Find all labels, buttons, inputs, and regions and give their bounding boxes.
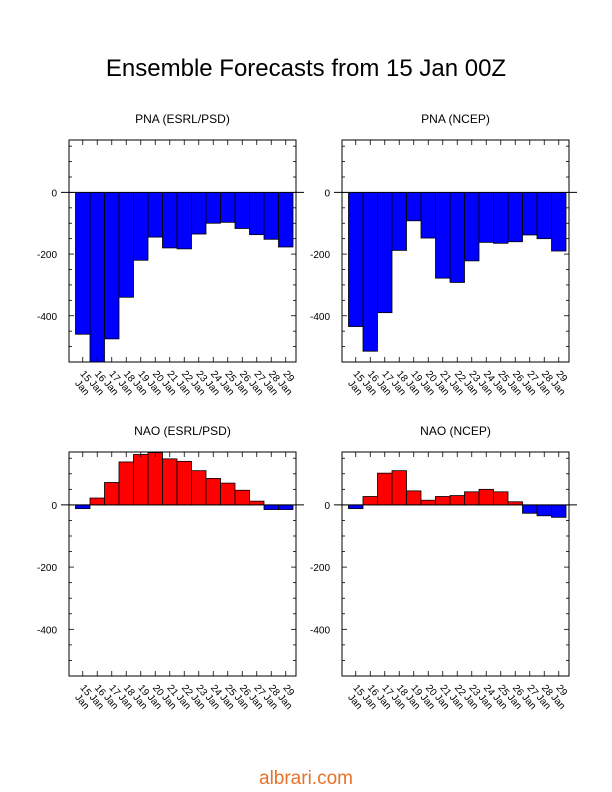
bar <box>362 192 378 352</box>
bar <box>104 192 120 340</box>
bar <box>118 461 134 506</box>
bar <box>263 504 279 510</box>
bar <box>493 192 509 244</box>
chart-panel-2: PNA (NCEP)0-200-40015Jan16Jan17Jan18Jan1… <box>310 112 577 398</box>
bar <box>191 192 207 235</box>
bar <box>391 470 407 506</box>
panel-title: PNA (NCEP) <box>421 112 490 126</box>
bar <box>377 192 393 314</box>
y-tick-label: -200 <box>37 250 57 261</box>
y-tick-label: -400 <box>37 625 57 636</box>
y-tick-label: -400 <box>310 625 330 636</box>
y-tick-label: -200 <box>310 250 330 261</box>
bar <box>278 192 294 248</box>
plot-frame <box>68 451 297 677</box>
panel-title: PNA (ESRL/PSD) <box>135 112 230 126</box>
plot-frame <box>341 139 570 363</box>
bar <box>162 458 178 506</box>
page-title: Ensemble Forecasts from 15 Jan 00Z <box>105 55 507 82</box>
bar <box>220 482 236 506</box>
bar <box>406 192 422 222</box>
bar <box>75 504 91 510</box>
bar <box>176 192 192 250</box>
bar <box>507 192 523 243</box>
bar <box>278 504 294 510</box>
panel-title: NAO (ESRL/PSD) <box>134 424 231 438</box>
y-tick-label: 0 <box>324 501 330 512</box>
chart-panel-1: PNA (ESRL/PSD)0-200-40015Jan16Jan17Jan18… <box>37 112 304 398</box>
bar <box>420 499 436 506</box>
y-tick-label: -200 <box>310 563 330 574</box>
bar <box>104 482 120 506</box>
bar <box>348 504 364 510</box>
bar <box>348 192 364 327</box>
bar <box>464 491 480 506</box>
bar <box>478 192 494 243</box>
y-tick-label: -400 <box>310 312 330 323</box>
bar <box>205 478 221 506</box>
bar <box>536 504 552 517</box>
plot-frame <box>341 451 570 677</box>
bar <box>220 192 236 223</box>
bar <box>377 472 393 506</box>
bar <box>435 192 451 279</box>
bar <box>551 192 567 252</box>
chart-panel-3: NAO (ESRL/PSD)0-200-40015Jan16Jan17Jan18… <box>37 424 304 712</box>
bar <box>522 192 538 236</box>
bar <box>435 496 451 506</box>
bar <box>133 454 149 506</box>
bar <box>147 192 163 238</box>
y-tick-label: 0 <box>51 501 57 512</box>
bar <box>147 452 163 506</box>
bar <box>234 489 250 506</box>
y-tick-label: 0 <box>324 188 330 199</box>
bar <box>249 192 265 236</box>
y-tick-label: -200 <box>37 563 57 574</box>
bar <box>551 504 567 518</box>
bar <box>162 192 178 249</box>
bar <box>464 192 480 262</box>
bar <box>449 495 465 506</box>
bar <box>391 192 407 251</box>
panel-title: NAO (NCEP) <box>420 424 491 438</box>
chart-panel-4: NAO (NCEP)0-200-40015Jan16Jan17Jan18Jan1… <box>310 424 577 712</box>
watermark: albrari.com <box>259 768 353 789</box>
bar <box>493 491 509 506</box>
bar <box>263 192 279 240</box>
bar <box>75 192 91 335</box>
bar <box>234 192 250 229</box>
bar <box>536 192 552 240</box>
bar <box>449 192 465 283</box>
plot-frame <box>68 139 297 363</box>
bar <box>420 192 436 239</box>
bar <box>478 488 494 506</box>
y-tick-label: 0 <box>51 188 57 199</box>
bar <box>133 192 149 261</box>
bar <box>176 460 192 506</box>
bar <box>118 192 134 298</box>
bar <box>406 490 422 506</box>
bar <box>249 500 265 506</box>
y-tick-label: -400 <box>37 312 57 323</box>
bar <box>362 496 378 506</box>
bar <box>205 192 221 224</box>
bar <box>89 192 105 363</box>
bar <box>191 470 207 506</box>
bar <box>89 497 105 506</box>
bar <box>522 504 538 514</box>
